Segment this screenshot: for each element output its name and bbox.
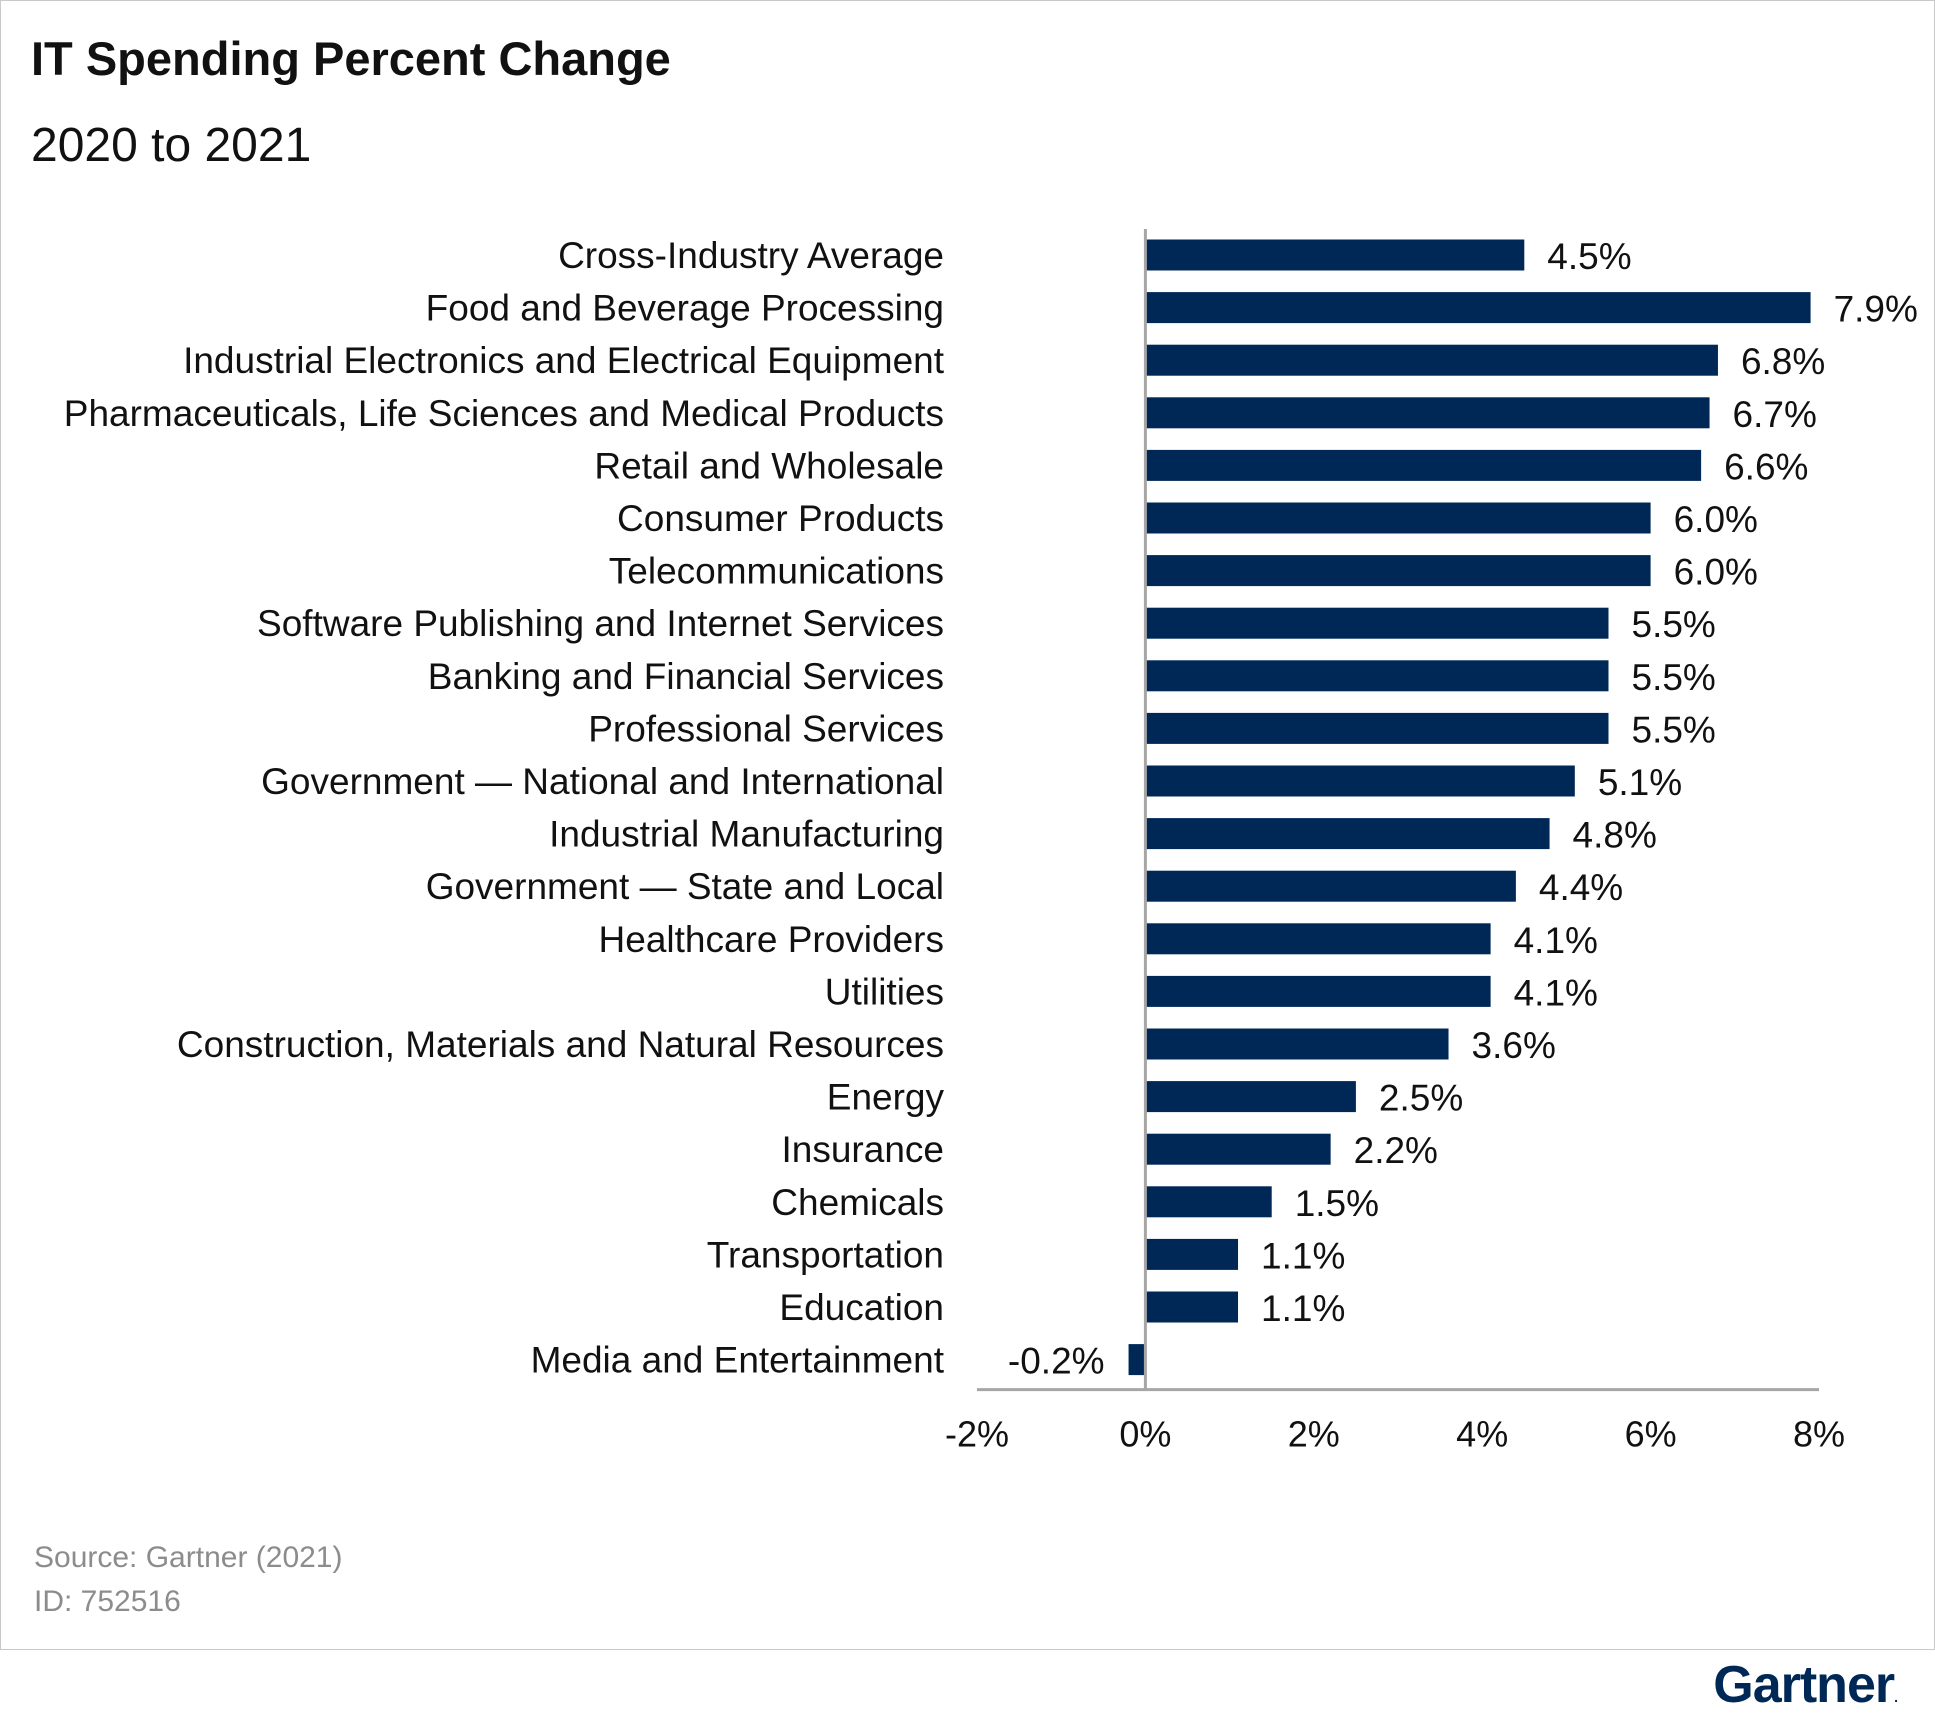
category-label: Pharmaceuticals, Life Sciences and Medic…: [64, 393, 944, 434]
bar: [1145, 292, 1811, 324]
category-label: Education: [779, 1287, 944, 1328]
chart-subtitle: 2020 to 2021: [31, 119, 312, 172]
bars-layer: [1128, 239, 1811, 1376]
category-label: Healthcare Providers: [599, 919, 944, 960]
brand-name: Gartner: [1713, 1656, 1895, 1714]
x-axis: -2% 0% 2% 4% 6% 8%: [945, 229, 1845, 1455]
source-note: Source: Gartner (2021): [34, 1541, 343, 1574]
brand-mark: .: [1894, 1689, 1898, 1705]
bar: [1145, 1081, 1356, 1113]
bar: [1145, 1291, 1239, 1323]
value-label: 4.4%: [1539, 867, 1623, 908]
value-label: 2.2%: [1354, 1130, 1438, 1171]
category-label: Government — State and Local: [426, 866, 944, 907]
value-labels: 4.5% 7.9%6.8% 6.7% 6.6% 6.0% 6.0% 5.5% 5.5% 5.5%…: [1008, 236, 1918, 1382]
value-label: 1.1%: [1261, 1288, 1345, 1329]
bar: [1145, 712, 1609, 744]
document-id: ID: 752516: [34, 1585, 181, 1618]
x-tick-label: 2%: [1288, 1414, 1340, 1455]
value-label: 5.5%: [1632, 604, 1716, 645]
category-labels: Cross-Industry Average Food and Beverage …: [64, 235, 945, 1381]
value-label: 6.6%: [1724, 446, 1808, 487]
value-label: -0.2%: [1008, 1341, 1105, 1382]
value-label: 6.7%: [1733, 394, 1817, 435]
category-label: Cross-Industry Average: [558, 235, 944, 276]
value-label: 4.8%: [1573, 815, 1657, 856]
value-label: 4.1%: [1514, 920, 1598, 961]
category-label: Insurance: [782, 1129, 945, 1170]
value-label: 4.5%: [1547, 236, 1631, 277]
category-label: Telecommunications: [609, 551, 944, 592]
gartner-logo: Gartner.: [1713, 1655, 1898, 1715]
category-label: Retail and Wholesale: [594, 445, 944, 486]
category-label: Construction, Materials and Natural Reso…: [177, 1024, 944, 1065]
bar: [1145, 818, 1550, 850]
bar: [1145, 239, 1525, 271]
category-label: Industrial Electronics and Electrical Eq…: [183, 340, 945, 381]
value-label: 3.6%: [1472, 1025, 1556, 1066]
value-label: 4.1%: [1514, 972, 1598, 1013]
x-tick-label: 4%: [1456, 1414, 1508, 1455]
value-label: 5.5%: [1632, 657, 1716, 698]
bar: [1145, 607, 1609, 639]
value-label: 5.1%: [1598, 762, 1682, 803]
bar: [1145, 765, 1575, 797]
category-label: Banking and Financial Services: [428, 656, 944, 697]
category-label: Transportation: [707, 1234, 944, 1275]
bar: [1145, 449, 1702, 481]
category-label: Chemicals: [771, 1182, 944, 1223]
chart-title: IT Spending Percent Change: [31, 32, 671, 85]
x-tick-label: 8%: [1793, 1414, 1845, 1455]
value-label: 2.5%: [1379, 1078, 1463, 1119]
x-tick-label: 0%: [1119, 1414, 1171, 1455]
bar: [1145, 923, 1491, 955]
x-tick-label: -2%: [945, 1414, 1009, 1455]
value-label: 5.5%: [1632, 709, 1716, 750]
value-label: 1.1%: [1261, 1235, 1345, 1276]
bar: [1128, 1344, 1146, 1376]
x-tick-label: 6%: [1625, 1414, 1677, 1455]
bar: [1145, 555, 1651, 587]
category-label: Professional Services: [588, 708, 944, 749]
bar: [1145, 1133, 1331, 1165]
value-label: 6.0%: [1674, 499, 1758, 540]
bar: [1145, 397, 1710, 429]
value-label: 6.0%: [1674, 552, 1758, 593]
bar: [1145, 660, 1609, 692]
value-label: 7.9%: [1834, 289, 1918, 330]
bar: [1145, 344, 1718, 376]
value-label: 1.5%: [1295, 1183, 1379, 1224]
category-label: Energy: [827, 1077, 945, 1118]
bar: [1145, 870, 1516, 902]
bar-chart: Cross-Industry Average Food and Beverage …: [64, 229, 1918, 1455]
category-label: Industrial Manufacturing: [549, 814, 944, 855]
chart-card: IT Spending Percent Change 2020 to 2021 …: [0, 0, 1935, 1650]
category-label: Consumer Products: [617, 498, 944, 539]
bar: [1145, 1186, 1272, 1218]
bar: [1145, 1238, 1239, 1270]
bar: [1145, 1028, 1449, 1060]
category-label: Government — National and International: [261, 761, 944, 802]
category-label: Food and Beverage Processing: [426, 288, 944, 329]
category-label: Utilities: [825, 971, 944, 1012]
bar: [1145, 975, 1491, 1007]
bar: [1145, 502, 1651, 534]
category-label: Software Publishing and Internet Service…: [257, 603, 944, 644]
value-label: 6.8%: [1741, 341, 1825, 382]
category-label: Media and Entertainment: [531, 1340, 945, 1381]
